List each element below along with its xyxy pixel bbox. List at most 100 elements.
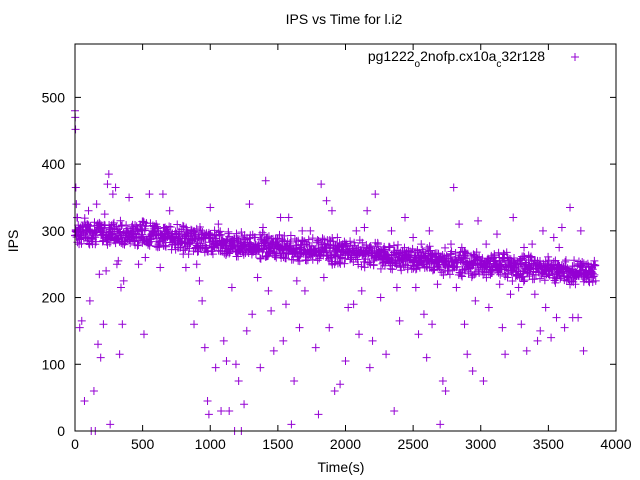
data-point [106, 420, 115, 429]
data-point [385, 242, 394, 251]
data-point [96, 353, 105, 362]
data-point [139, 217, 148, 226]
x-tick-label: 2000 [330, 436, 361, 452]
data-point [528, 240, 537, 249]
data-point [156, 263, 165, 272]
data-point [198, 243, 207, 252]
data-point [173, 220, 182, 229]
data-point [203, 396, 212, 405]
data-point [240, 400, 249, 409]
data-point [222, 356, 231, 365]
legend-part: 2nofp.cx10a [420, 48, 496, 64]
y-tick-label: 100 [42, 356, 66, 372]
data-point [349, 300, 358, 309]
data-point [304, 235, 313, 244]
data-point [234, 376, 243, 385]
data-point [330, 386, 339, 395]
data-point [179, 246, 188, 255]
data-point [102, 266, 111, 275]
y-tick-label: 200 [42, 290, 66, 306]
data-point [445, 261, 454, 270]
data-point [211, 363, 220, 372]
data-point [468, 271, 477, 280]
data-point [530, 290, 539, 299]
data-point [104, 170, 113, 179]
y-tick-label: 0 [57, 423, 65, 439]
data-point [358, 238, 367, 247]
legend-series-label: pg1222o2nofp.cx10ac32r128 [368, 48, 545, 70]
data-point [428, 320, 437, 329]
data-point [382, 350, 391, 359]
data-point [273, 234, 282, 243]
data-point [387, 226, 396, 235]
data-point [120, 236, 129, 245]
data-point [196, 226, 205, 235]
data-point [369, 261, 378, 270]
data-point [192, 260, 201, 269]
data-point [380, 261, 389, 270]
data-point [498, 323, 507, 332]
data-point [557, 223, 566, 232]
data-point [510, 253, 519, 262]
data-point [260, 237, 269, 246]
data-point [279, 336, 288, 345]
data-point [502, 248, 511, 257]
data-point [152, 222, 161, 231]
data-point [519, 252, 528, 261]
data-point [245, 200, 254, 209]
legend-subscript: o [415, 59, 421, 70]
legend-marker [571, 53, 579, 61]
data-point [204, 228, 213, 237]
data-point [92, 200, 101, 209]
data-point [422, 353, 431, 362]
data-point [178, 221, 187, 230]
data-point [434, 261, 443, 270]
data-point [200, 343, 209, 352]
data-point [302, 240, 311, 249]
data-point [547, 333, 556, 342]
data-point [425, 242, 434, 251]
data-point [386, 264, 395, 273]
data-point [349, 257, 358, 266]
data-point [333, 233, 342, 242]
data-point [75, 323, 84, 332]
data-point [474, 216, 483, 225]
data-point [165, 222, 174, 231]
data-point [365, 363, 374, 372]
plot-frame [74, 43, 617, 432]
data-point [217, 230, 226, 239]
data-point [85, 296, 94, 305]
data-point [363, 250, 372, 259]
x-tick-label: 500 [131, 436, 155, 452]
data-point [365, 258, 374, 267]
data-point [494, 248, 503, 257]
data-point [231, 360, 240, 369]
data-point [287, 420, 296, 429]
data-point [295, 257, 304, 266]
data-point [281, 300, 290, 309]
data-point [551, 278, 560, 287]
data-point [457, 271, 466, 280]
data-point [161, 242, 170, 251]
data-point [129, 224, 138, 233]
data-point [258, 223, 267, 232]
data-point [380, 245, 389, 254]
data-point [316, 238, 325, 247]
data-point [341, 356, 350, 365]
data-point [181, 263, 190, 272]
data-point [311, 343, 320, 352]
data-point [314, 237, 323, 246]
data-point [574, 313, 583, 322]
data-point [376, 264, 385, 273]
data-point [561, 256, 570, 265]
data-point [112, 260, 121, 269]
data-point [239, 250, 248, 259]
data-point [225, 249, 234, 258]
data-point [145, 190, 154, 199]
data-point [219, 336, 228, 345]
data-point [538, 226, 547, 235]
data-point [414, 330, 423, 339]
data-point [535, 274, 544, 283]
data-point [337, 253, 346, 262]
data-point [340, 259, 349, 268]
